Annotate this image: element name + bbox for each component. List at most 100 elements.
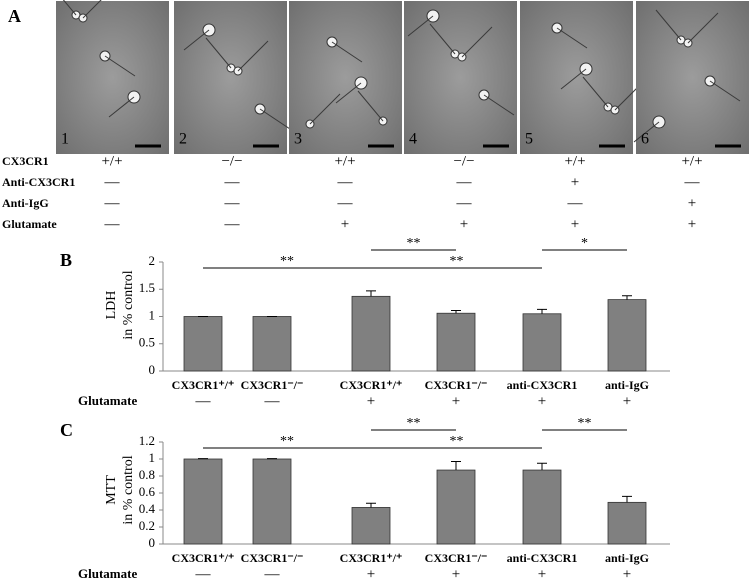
treatment-sign: + <box>623 566 631 581</box>
bar <box>522 469 562 545</box>
significance-label: * <box>581 236 588 251</box>
cell-sign: — <box>224 174 241 190</box>
neurite <box>259 108 291 130</box>
image-number: 2 <box>179 131 187 148</box>
y-tick-label: 1.5 <box>139 280 155 295</box>
treatment-sign: + <box>452 393 460 409</box>
x-tick-label: CX3CR1⁺/⁺ <box>340 378 403 392</box>
y-tick-label: 1.2 <box>139 433 155 448</box>
cell-sign: + <box>688 216 696 232</box>
bar <box>607 501 647 545</box>
treatment-sign: + <box>452 566 460 581</box>
y-tick-label: 1 <box>149 450 156 465</box>
row-label: Anti-CX3CR1 <box>2 175 75 189</box>
bar <box>252 458 292 545</box>
cell-sign: — <box>104 174 121 190</box>
row-label: CX3CR1 <box>2 154 49 168</box>
error-bar <box>451 310 461 314</box>
neurite <box>82 0 102 19</box>
y-axis-label: in % control <box>121 455 136 524</box>
neurite <box>108 96 135 118</box>
cell-sign: + <box>571 174 579 190</box>
y-tick-label: 0.8 <box>139 467 155 482</box>
significance-label: ** <box>578 416 592 431</box>
row-label: Glutamate <box>2 217 57 231</box>
x-tick-label: CX3CR1⁺/⁺ <box>172 551 235 565</box>
neurite <box>104 55 136 77</box>
neurite <box>237 40 269 72</box>
error-bar <box>366 502 376 508</box>
neurite <box>331 41 363 63</box>
image-number: 3 <box>294 131 302 148</box>
y-axis-label: in % control <box>121 270 136 339</box>
image-number: 5 <box>525 131 533 148</box>
treatment-sign: — <box>195 566 212 581</box>
error-bar <box>366 290 376 297</box>
bar <box>607 299 647 372</box>
treatment-sign: + <box>538 566 546 581</box>
x-tick-label: anti-IgG <box>605 551 649 565</box>
neurite <box>429 23 456 55</box>
cell-sign: +/+ <box>101 153 122 169</box>
micrograph <box>404 1 517 154</box>
significance-label: ** <box>450 254 464 269</box>
x-tick-label: CX3CR1⁻/⁻ <box>425 551 488 565</box>
significance-label: ** <box>280 254 294 269</box>
micrograph <box>174 1 287 154</box>
cell-sign: + <box>341 216 349 232</box>
neurite <box>357 90 384 122</box>
x-tick-label: anti-CX3CR1 <box>507 378 578 392</box>
micrograph <box>56 1 169 154</box>
bar <box>252 316 292 372</box>
neurite <box>633 121 660 143</box>
neurite <box>556 27 588 49</box>
neurite <box>560 68 587 90</box>
x-tick-label: CX3CR1⁻/⁻ <box>241 551 304 565</box>
micrograph <box>289 1 402 154</box>
y-tick-label: 0.4 <box>139 501 156 516</box>
x-tick-label: CX3CR1⁻/⁻ <box>425 378 488 392</box>
neurite <box>582 76 609 108</box>
micrograph <box>636 1 749 154</box>
error-bar <box>537 462 547 471</box>
cell-sign: −/− <box>221 153 242 169</box>
y-tick-label: 0 <box>149 362 156 377</box>
significance-label: ** <box>450 434 464 449</box>
neurite <box>407 15 434 37</box>
treatment-sign: + <box>367 566 375 581</box>
bar <box>183 316 223 372</box>
y-tick-label: 0.2 <box>139 518 155 533</box>
cell-sign: — <box>456 195 473 211</box>
bar <box>436 312 476 372</box>
cell-sign: + <box>460 216 468 232</box>
neurite <box>655 9 682 41</box>
y-tick-label: 2 <box>149 253 156 268</box>
bar <box>183 458 223 545</box>
treatment-sign: — <box>264 566 281 581</box>
x-tick-label: CX3CR1⁺/⁺ <box>172 378 235 392</box>
y-tick-label: 0.6 <box>139 484 156 499</box>
micrograph <box>520 1 633 154</box>
neurite <box>709 80 741 102</box>
cell-sign: +/+ <box>334 153 355 169</box>
error-bar <box>537 308 547 314</box>
cell-sign: + <box>688 195 696 211</box>
bar <box>522 313 562 372</box>
cell-sign: — <box>224 195 241 211</box>
panel-letter: A <box>8 6 21 26</box>
y-axis-label: MTT <box>104 475 119 505</box>
cell-sign: — <box>224 216 241 232</box>
neurite <box>461 26 493 58</box>
panel-letter: B <box>60 250 72 270</box>
neurite <box>183 29 210 51</box>
cell-sign: +/+ <box>564 153 585 169</box>
error-bar <box>451 461 461 471</box>
cell-sign: — <box>567 195 584 211</box>
cell-sign: — <box>104 216 121 232</box>
cell-sign: +/+ <box>681 153 702 169</box>
y-tick-label: 0.5 <box>139 335 155 350</box>
x-tick-label: CX3CR1⁻/⁻ <box>241 378 304 392</box>
bar <box>351 295 391 372</box>
image-number: 4 <box>409 131 417 148</box>
